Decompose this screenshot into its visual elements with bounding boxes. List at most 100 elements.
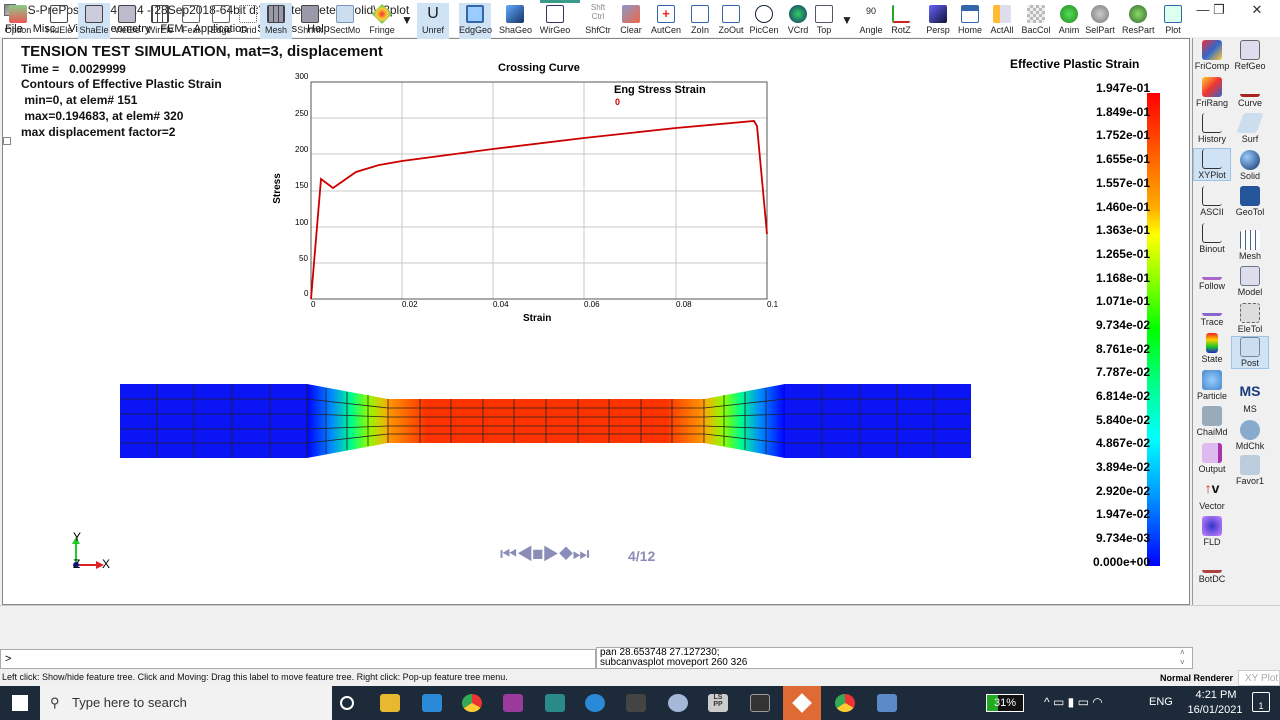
model-button[interactable]: Model bbox=[1231, 266, 1269, 297]
first-frame-button[interactable]: ⏮ bbox=[500, 544, 517, 565]
wirele-button[interactable]: WirEle bbox=[144, 3, 176, 39]
follow-button[interactable]: Follow bbox=[1193, 260, 1231, 291]
xy-plot[interactable]: Crossing Curve Eng Stress Strain 0 300 2… bbox=[270, 55, 790, 330]
anim-button[interactable]: Anim bbox=[1053, 3, 1085, 39]
plot-button[interactable]: Plot bbox=[1157, 3, 1189, 39]
menu-geometry[interactable]: Geometry bbox=[102, 22, 151, 35]
top-button[interactable]: Top bbox=[808, 3, 840, 39]
graphics-canvas[interactable] bbox=[2, 38, 1190, 605]
surf-button[interactable]: Surf bbox=[1231, 113, 1269, 144]
feature-tree-toggle[interactable] bbox=[3, 137, 11, 145]
chrome-icon[interactable] bbox=[462, 694, 482, 712]
menu-help[interactable]: Help bbox=[307, 22, 330, 35]
chaimd-button[interactable]: ChaiMd bbox=[1193, 406, 1231, 437]
persp-button[interactable]: Persp bbox=[922, 3, 954, 39]
output-button[interactable]: Output bbox=[1193, 443, 1231, 474]
trace-button[interactable]: Trace bbox=[1193, 296, 1231, 327]
play-button[interactable]: ▶ bbox=[542, 544, 560, 565]
grid-button[interactable]: Grid bbox=[232, 3, 264, 39]
clock-date[interactable]: 16/01/2021 bbox=[1187, 704, 1243, 716]
mdchk-button[interactable]: MdChk bbox=[1231, 420, 1269, 451]
file-explorer-icon[interactable] bbox=[380, 694, 400, 712]
history-button[interactable]: History bbox=[1193, 113, 1231, 144]
chrome-profile-icon[interactable] bbox=[835, 694, 855, 712]
ascii-button[interactable]: ASCII bbox=[1193, 186, 1231, 217]
maximize-button[interactable]: ❐ bbox=[1213, 2, 1225, 17]
app-icon-st[interactable] bbox=[545, 694, 565, 712]
curve-button[interactable]: Curve bbox=[1231, 77, 1269, 108]
minimize-button[interactable]: — bbox=[1196, 2, 1210, 17]
baccol-button[interactable]: BacCol bbox=[1020, 3, 1052, 39]
tray-icons[interactable]: ^ ▭ ▮ ▭ ◠ bbox=[1044, 695, 1103, 709]
last-frame-button[interactable]: ⏭ bbox=[572, 544, 589, 565]
frirang-button[interactable]: FriRang bbox=[1193, 77, 1231, 108]
step-back-button[interactable]: ◀ bbox=[516, 544, 533, 565]
menu-file[interactable]: File bbox=[5, 22, 23, 35]
terminal-icon[interactable] bbox=[626, 694, 646, 712]
calculator-icon[interactable] bbox=[877, 694, 897, 712]
menu-fem[interactable]: FEM bbox=[160, 22, 184, 35]
windows-start-icon[interactable] bbox=[12, 695, 28, 711]
ls-prepost-taskbar-icon[interactable]: LS PP bbox=[708, 694, 728, 712]
wirgeo-button[interactable]: WirGeo bbox=[539, 3, 571, 39]
binout-button[interactable]: Binout bbox=[1193, 223, 1231, 254]
ms-button[interactable]: MS MS bbox=[1231, 383, 1269, 415]
zoout-button[interactable]: ZoOut bbox=[715, 3, 747, 39]
state-button[interactable]: State bbox=[1193, 333, 1231, 364]
angle-button[interactable]: 90 Angle bbox=[855, 3, 887, 39]
battery-indicator[interactable]: 31% bbox=[986, 694, 1024, 712]
vieele-button[interactable]: VieEle bbox=[111, 3, 143, 39]
command-history[interactable]: pan 28.653748 27.127230; subcanvasplot m… bbox=[596, 647, 1193, 669]
refgeo-button[interactable]: RefGeo bbox=[1231, 40, 1269, 71]
stop-button[interactable]: ■ bbox=[532, 544, 544, 565]
fld-button[interactable]: FLD bbox=[1193, 516, 1231, 547]
shfctr-button[interactable]: Shft Ctrl ShfCtr bbox=[582, 3, 614, 39]
respart-button[interactable]: ResPart bbox=[1122, 3, 1155, 39]
status-text[interactable]: Left click: Show/hide feature tree. Clic… bbox=[2, 672, 508, 682]
command-input[interactable]: > bbox=[0, 649, 596, 669]
edggeo-button[interactable]: EdgGeo bbox=[459, 3, 492, 39]
particle-button[interactable]: Particle bbox=[1193, 370, 1231, 401]
edge-browser-icon[interactable] bbox=[585, 694, 605, 712]
actall-button[interactable]: ActAll bbox=[986, 3, 1018, 39]
menu-misc[interactable]: Misc. bbox=[32, 22, 59, 35]
step-button[interactable]: ◆ bbox=[558, 544, 574, 565]
selpart-button[interactable]: SelPart bbox=[1084, 3, 1116, 39]
toolbar-dropdown[interactable]: ▼ bbox=[401, 13, 413, 27]
close-button[interactable]: ✕ bbox=[1251, 2, 1263, 17]
xyplot-button[interactable]: XYPlot bbox=[1193, 148, 1231, 181]
mesh-button[interactable]: Mesh bbox=[1231, 230, 1269, 261]
vcrd-button[interactable]: VCrd bbox=[782, 3, 814, 39]
language-indicator[interactable]: ENG bbox=[1149, 696, 1173, 708]
geotol-button[interactable]: GeoTol bbox=[1231, 186, 1269, 217]
shageo-button[interactable]: ShaGeo bbox=[499, 3, 532, 39]
pdf-app-icon[interactable] bbox=[503, 694, 523, 712]
cortana-icon[interactable] bbox=[340, 696, 354, 710]
mesh-toggle-button[interactable]: Mesh bbox=[260, 3, 292, 39]
unref-button[interactable]: U Unref bbox=[417, 3, 449, 39]
anydesk-taskbar-item[interactable] bbox=[783, 686, 821, 720]
vector-button[interactable]: ↑v Vector bbox=[1193, 480, 1231, 511]
shrink-button[interactable]: Shrink bbox=[294, 3, 326, 39]
specimen-mesh[interactable] bbox=[120, 383, 972, 461]
botdc-button[interactable]: BotDC bbox=[1193, 553, 1231, 584]
mail-icon[interactable] bbox=[422, 694, 442, 712]
eletol-button[interactable]: EleTol bbox=[1231, 303, 1269, 334]
favor1-button[interactable]: Favor1 bbox=[1231, 455, 1269, 486]
history-scroll[interactable]: ˄ ˅ bbox=[1180, 648, 1185, 667]
app-icon-pen[interactable] bbox=[668, 694, 688, 712]
post-button[interactable]: Post bbox=[1231, 336, 1269, 369]
notification-icon[interactable]: 1 bbox=[1252, 692, 1270, 712]
rotz-button[interactable]: RotZ bbox=[885, 3, 917, 39]
zoin-button[interactable]: ZoIn bbox=[684, 3, 716, 39]
sectmo-button[interactable]: SectMo bbox=[329, 3, 361, 39]
clock-time[interactable]: 4:21 PM bbox=[1195, 689, 1237, 701]
taskbar-search[interactable]: ⚲ Type here to search bbox=[40, 686, 332, 720]
clear-button[interactable]: Clear bbox=[615, 3, 647, 39]
fricomp-button[interactable]: FriComp bbox=[1193, 40, 1231, 71]
feat-button[interactable]: Feat bbox=[175, 3, 207, 39]
menu-application[interactable]: Application bbox=[193, 22, 248, 35]
piccen-button[interactable]: PicCen bbox=[748, 3, 780, 39]
solid-button[interactable]: Solid bbox=[1231, 150, 1269, 181]
home-button[interactable]: Home bbox=[954, 3, 986, 39]
